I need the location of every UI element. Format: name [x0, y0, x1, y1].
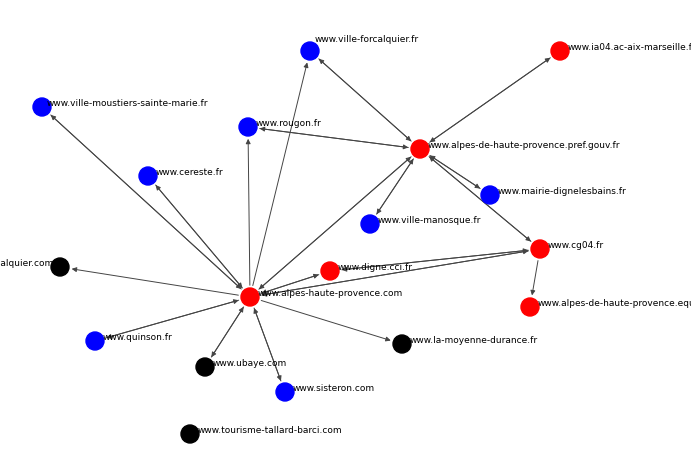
Circle shape — [276, 383, 294, 401]
Circle shape — [33, 99, 51, 117]
Text: www.alpes-de-haute-provence.equipement.gouv.fr: www.alpes-de-haute-provence.equipement.g… — [538, 299, 691, 308]
Text: www.forcalquier.com: www.forcalquier.com — [0, 259, 54, 268]
Text: www.alpes-de-haute-provence.pref.gouv.fr: www.alpes-de-haute-provence.pref.gouv.fr — [428, 141, 621, 150]
Circle shape — [361, 216, 379, 233]
Circle shape — [531, 241, 549, 258]
Text: www.ville-moustiers-sainte-marie.fr: www.ville-moustiers-sainte-marie.fr — [47, 99, 209, 108]
Text: www.la-moyenne-durance.fr: www.la-moyenne-durance.fr — [410, 336, 538, 345]
Text: www.ia04.ac-aix-marseille.fr: www.ia04.ac-aix-marseille.fr — [568, 43, 691, 52]
Circle shape — [481, 187, 499, 205]
Circle shape — [411, 141, 429, 159]
Text: www.sisteron.com: www.sisteron.com — [293, 384, 375, 393]
Text: www.ville-manosque.fr: www.ville-manosque.fr — [378, 216, 482, 225]
Circle shape — [321, 263, 339, 280]
Text: www.digne.cci.fr: www.digne.cci.fr — [338, 263, 413, 272]
Circle shape — [181, 425, 199, 443]
Circle shape — [521, 298, 539, 316]
Circle shape — [196, 358, 214, 376]
Circle shape — [139, 167, 157, 186]
Text: www.ville-forcalquier.fr: www.ville-forcalquier.fr — [315, 35, 419, 45]
Circle shape — [239, 119, 257, 136]
Text: www.quinson.fr: www.quinson.fr — [103, 333, 173, 342]
Circle shape — [241, 288, 259, 306]
Text: www.ubaye.com: www.ubaye.com — [213, 359, 287, 368]
Text: www.mairie-dignelesbains.fr: www.mairie-dignelesbains.fr — [498, 187, 627, 196]
Text: www.rougon.fr: www.rougon.fr — [256, 119, 322, 128]
Circle shape — [301, 43, 319, 61]
Text: www.alpes-haute-provence.com: www.alpes-haute-provence.com — [258, 289, 404, 298]
Circle shape — [551, 43, 569, 61]
Circle shape — [86, 332, 104, 350]
Text: www.cereste.fr: www.cereste.fr — [156, 168, 224, 177]
Text: www.tourisme-tallard-barci.com: www.tourisme-tallard-barci.com — [198, 425, 343, 435]
Text: www.cg04.fr: www.cg04.fr — [548, 241, 604, 250]
Circle shape — [51, 258, 69, 276]
Circle shape — [393, 335, 411, 353]
